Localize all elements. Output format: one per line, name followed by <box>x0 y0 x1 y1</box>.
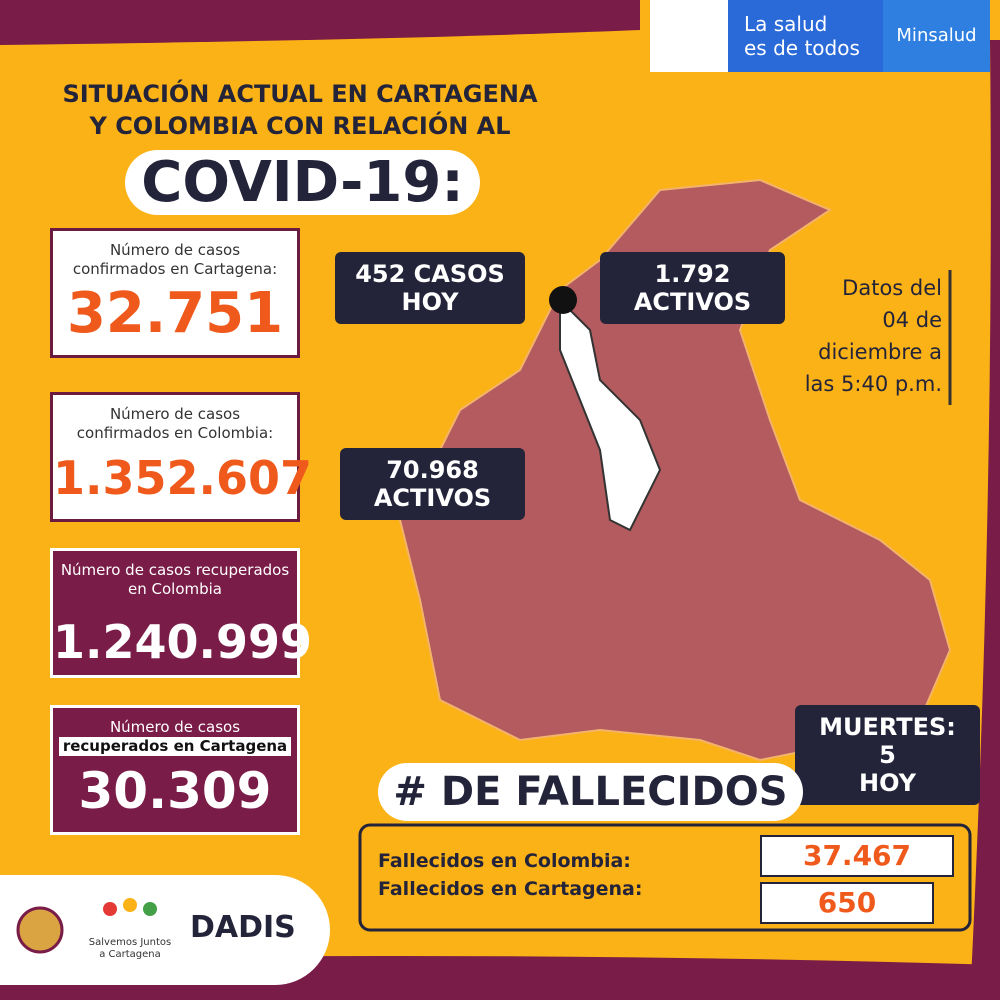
ministry: Minsalud <box>883 0 990 72</box>
title-line: SITUACIÓN ACTUAL EN CARTAGENA <box>62 80 538 108</box>
tag-line: 1.792 <box>654 260 731 288</box>
card: Número de casos confirmados en Cartagena:… <box>50 228 300 358</box>
tag-line: ACTIVOS <box>373 484 492 512</box>
footer-logos: Salvemos Juntos a Cartagena DADIS <box>0 875 330 985</box>
deaths-today: MUERTES: 5 HOY <box>795 705 980 805</box>
card-label: recuperados en Cartagena <box>59 737 291 756</box>
card-value: 1.352.607 <box>53 451 312 505</box>
tag-line: 452 CASOS <box>355 260 505 288</box>
card-label: confirmados en Colombia: <box>76 424 274 442</box>
title: SITUACIÓN ACTUAL EN CARTAGENA Y COLOMBIA… <box>20 78 580 142</box>
date-line: diciembre a <box>818 340 942 364</box>
card-label: confirmados en Cartagena: <box>72 260 278 278</box>
date-line: las 5:40 p.m. <box>804 372 942 396</box>
date-note: Datos del 04 de diciembre a las 5:40 p.m. <box>770 272 942 400</box>
card-value: 32.751 <box>66 281 284 346</box>
tag: 1.792 ACTIVOS <box>600 252 785 324</box>
brand-line: es de todos <box>744 36 860 60</box>
brand: La salud es de todos <box>728 0 883 72</box>
seal <box>16 906 64 954</box>
card-label: Número de casos <box>109 405 241 423</box>
card-label: en Colombia <box>128 580 222 598</box>
card: Número de casos confirmados en Colombia: … <box>50 392 312 522</box>
tag: 70.968 ACTIVOS <box>340 448 525 520</box>
card-value: 30.309 <box>78 762 272 820</box>
row-value: 37.467 <box>760 835 954 877</box>
campaign-line: a Cartagena <box>99 949 161 960</box>
card-label: Número de casos <box>109 718 241 736</box>
brand-line: La salud <box>744 12 828 36</box>
campaign: Salvemos Juntos a Cartagena <box>80 937 180 961</box>
row-label: Fallecidos en Cartagena: <box>378 878 643 900</box>
tag-line: HOY <box>858 769 916 797</box>
tag-line: MUERTES: 5 <box>819 713 956 769</box>
date-line: Datos del <box>842 276 942 300</box>
headline: COVID-19: <box>125 150 480 215</box>
card: Número de casos recuperados en Cartagena … <box>50 705 300 835</box>
row-label: Fallecidos en Colombia: <box>378 850 631 872</box>
tag: 452 CASOS HOY <box>335 252 525 324</box>
row-value: 650 <box>760 882 934 924</box>
header-logo: La salud es de todos Minsalud <box>650 0 990 72</box>
date-line: 04 de <box>882 308 942 332</box>
agency: DADIS <box>190 910 296 945</box>
card-label: Número de casos recuperados <box>60 561 290 579</box>
deaths-heading: # DE FALLECIDOS <box>378 763 803 821</box>
tag-line: 70.968 <box>386 456 479 484</box>
deaths-labels: Fallecidos en Colombia: Fallecidos en Car… <box>378 847 642 903</box>
tag-line: ACTIVOS <box>633 288 752 316</box>
campaign-icon <box>103 898 157 916</box>
title-line: Y COLOMBIA CON RELACIÓN AL <box>89 112 511 140</box>
card-value: 1.240.999 <box>53 615 312 669</box>
card-label: Número de casos <box>109 241 241 259</box>
campaign-line: Salvemos Juntos <box>88 937 172 948</box>
card: Número de casos recuperados en Colombia 1… <box>50 548 312 678</box>
tag-line: HOY <box>401 288 459 316</box>
